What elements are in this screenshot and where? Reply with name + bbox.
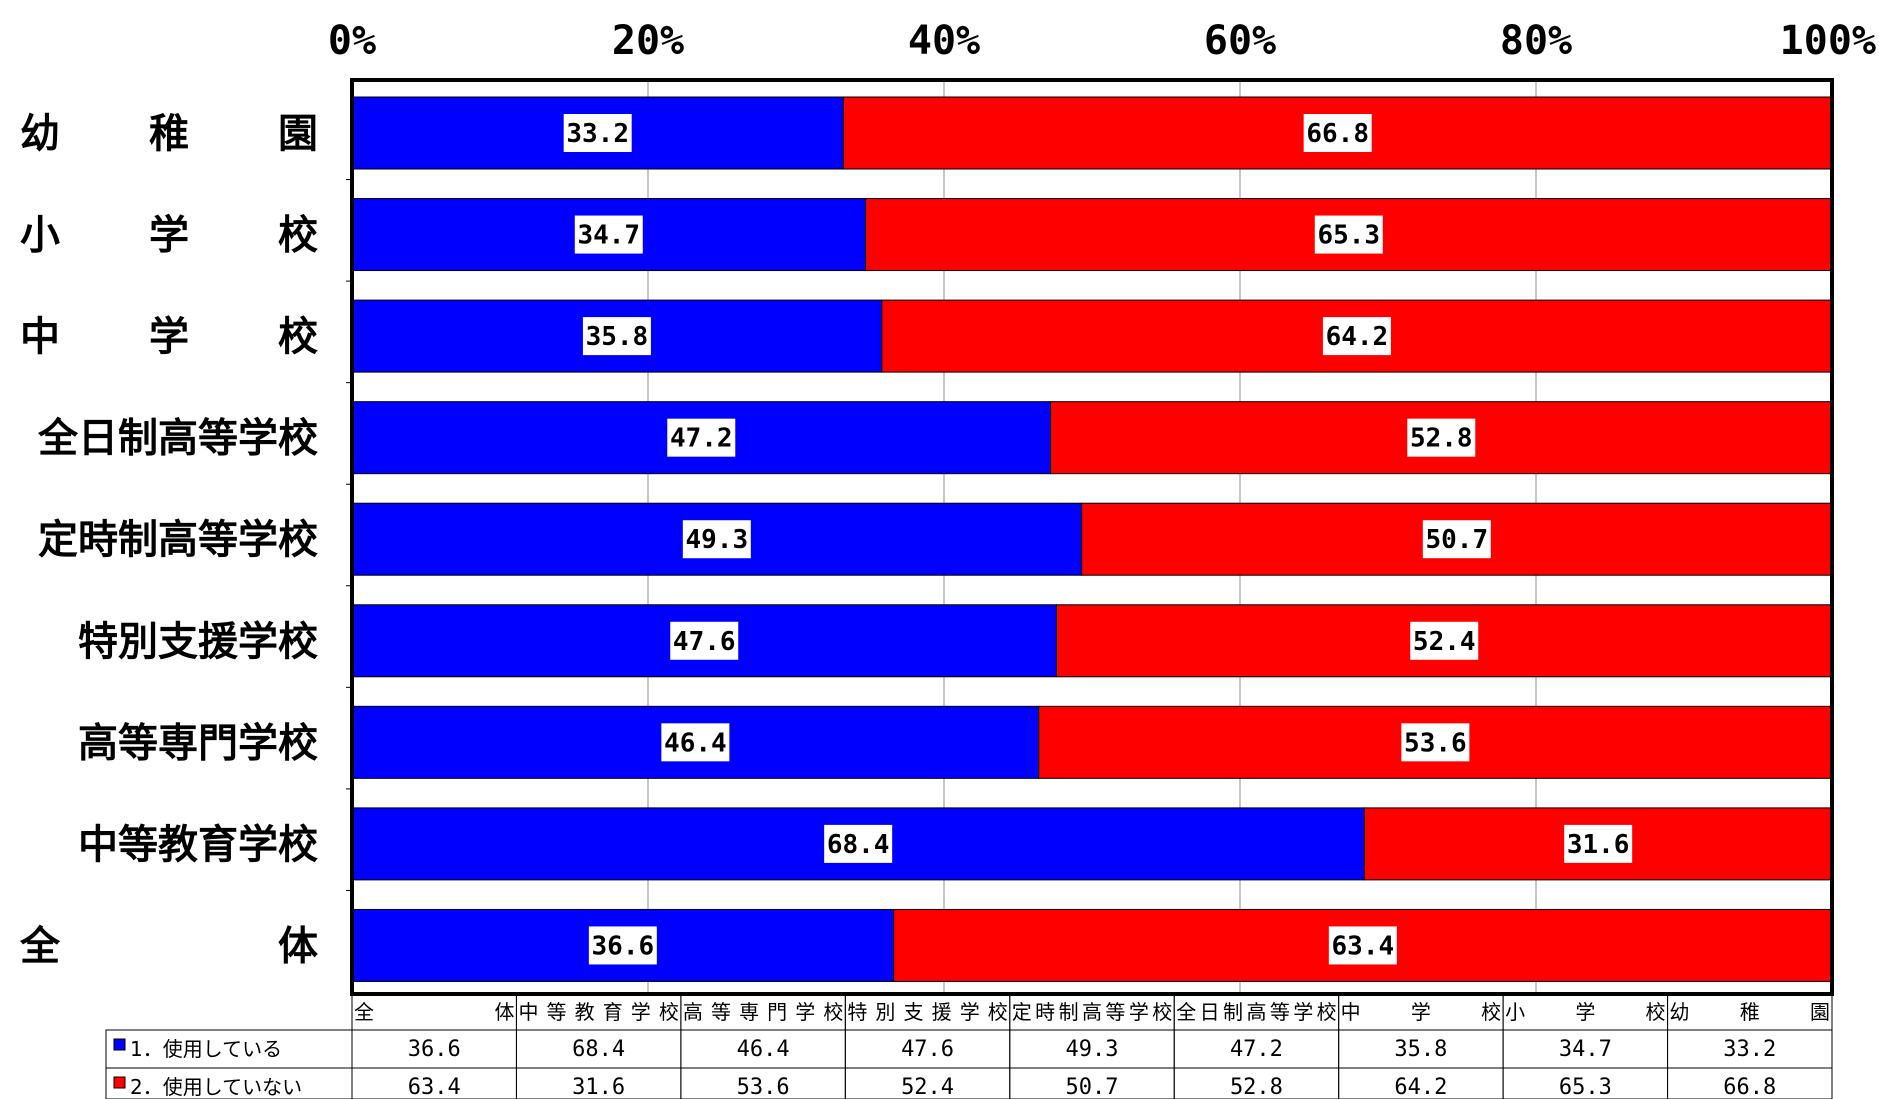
table-header-label: 中 学 校 (1341, 1000, 1501, 1024)
data-label-box (574, 215, 643, 254)
data-label-box (1422, 520, 1491, 559)
data-label-box (1410, 621, 1479, 660)
table-value: 50.7 (1066, 1075, 1119, 1099)
table-header-label: 高等専門学校 (683, 1000, 843, 1024)
data-label: 65.3 (1317, 221, 1380, 251)
data-label-box (582, 317, 651, 356)
category-label: 全 体 (19, 923, 318, 969)
data-label: 36.6 (592, 931, 655, 961)
table-value: 52.4 (901, 1075, 954, 1099)
table-value: 33.2 (1723, 1037, 1776, 1062)
table-header-cell (680, 993, 846, 1031)
category-label: 高等専門学校 (78, 720, 318, 766)
table-value: 64.2 (1394, 1075, 1447, 1099)
data-table: 全 体中等教育学校 高等専門学校 特別支援学校 定時制高等学校 全日制高等学校中 学 校… (105, 993, 1833, 1099)
category-label: 特別支援学校 (78, 619, 318, 665)
data-label-box (563, 114, 632, 152)
bars (351, 96, 1833, 982)
category-label: 全日制高等学校 (37, 416, 318, 462)
data-label: 50.7 (1426, 525, 1489, 555)
x-tick-label: 40% (908, 18, 980, 64)
data-label: 47.6 (673, 627, 736, 657)
category-labels: 幼 稚 園小 学 校中 学 校全日制高等学校定時制高等学校特別支援学校高等専門学… (19, 111, 318, 969)
data-label: 46.4 (664, 728, 727, 758)
data-label-box (661, 723, 730, 762)
category-label: 小 学 校 (20, 213, 318, 259)
table-value: 46.4 (737, 1037, 790, 1062)
category-label: 中 学 校 (20, 314, 318, 360)
data-label: 53.6 (1404, 728, 1467, 758)
table-cell (1667, 1067, 1833, 1099)
data-label: 33.2 (566, 119, 629, 149)
legend-label: 1．使用している (130, 1037, 282, 1061)
x-tick-label: 60% (1204, 18, 1276, 64)
data-label: 64.2 (1326, 322, 1389, 352)
table-header-cell (515, 993, 682, 1031)
table-value: 52.8 (1230, 1075, 1283, 1099)
table-header-label: 全日制高等学校 (1176, 1000, 1336, 1024)
table-value: 35.8 (1394, 1037, 1447, 1062)
table-value: 47.2 (1230, 1037, 1283, 1062)
table-header-cell (844, 993, 1011, 1031)
data-label-box (588, 926, 657, 965)
legend-label: 2．使用していない (130, 1075, 302, 1099)
data-labels: 33.2 66.8 34.7 65.3 35.8 64.2 47.2 52.8 49.3 50.7… (563, 114, 1633, 965)
table-header-label: 定時制高等学校 (1012, 1000, 1172, 1024)
data-label-box (1407, 418, 1476, 457)
x-tick-label: 80% (1500, 18, 1572, 64)
table-header-label: 全 体 (354, 1000, 514, 1024)
category-label: 中等教育学校 (78, 822, 318, 868)
table-value: 66.8 (1723, 1075, 1776, 1099)
table-header-label: 中等教育学校 (518, 1000, 678, 1024)
data-label: 52.8 (1410, 424, 1473, 454)
table-value: 65.3 (1559, 1075, 1612, 1099)
table-value: 63.4 (408, 1075, 461, 1099)
table-value: 68.4 (572, 1037, 625, 1062)
data-label-box (667, 418, 736, 457)
table-header-label: 小 学 校 (1505, 1000, 1665, 1024)
data-label: 35.8 (586, 322, 649, 352)
category-label: 定時制高等学校 (38, 517, 318, 563)
data-label: 68.4 (827, 830, 890, 860)
legend-swatch (113, 1038, 126, 1051)
x-axis-ticks: 0% 20% 40% 60% 80% 100% (328, 18, 1876, 64)
data-label: 52.4 (1413, 627, 1476, 657)
table-header-label: 幼 稚 園 (1670, 1000, 1830, 1024)
data-label: 31.6 (1567, 830, 1630, 860)
data-label-box (1314, 215, 1383, 254)
x-tick-label: 100% (1780, 18, 1876, 64)
table-header-label: 特別支援学校 (847, 1000, 1007, 1024)
category-label: 幼 稚 園 (20, 111, 318, 157)
x-tick-label: 0% (328, 18, 376, 64)
legend-swatch (113, 1076, 126, 1089)
table-value: 47.6 (901, 1037, 954, 1062)
table-value: 31.6 (572, 1075, 625, 1099)
data-label-box (824, 824, 893, 863)
data-label: 63.4 (1332, 931, 1395, 961)
data-label: 66.8 (1306, 119, 1369, 149)
data-label-box (1401, 723, 1470, 762)
data-label-box (670, 621, 739, 660)
data-label-box (1303, 114, 1372, 152)
x-tick-label: 20% (612, 18, 684, 64)
table-value: 53.6 (737, 1075, 790, 1099)
data-label-box (1322, 317, 1391, 356)
data-label-box (682, 520, 751, 559)
data-label: 49.3 (686, 525, 749, 555)
data-label: 47.2 (670, 424, 733, 454)
data-label-box (1328, 926, 1397, 965)
data-label-box (1564, 824, 1633, 863)
table-value: 34.7 (1559, 1037, 1612, 1062)
bar-segment-used (351, 705, 1040, 779)
data-label: 34.7 (577, 221, 640, 251)
table-value: 36.6 (408, 1037, 461, 1062)
table-value: 49.3 (1066, 1037, 1119, 1062)
